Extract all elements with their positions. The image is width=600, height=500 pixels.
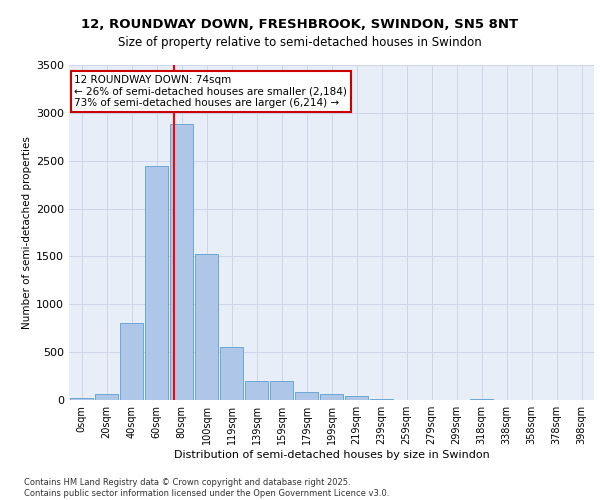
Bar [320, 394, 343, 400]
Text: 12, ROUNDWAY DOWN, FRESHBROOK, SWINDON, SN5 8NT: 12, ROUNDWAY DOWN, FRESHBROOK, SWINDON, … [82, 18, 518, 30]
X-axis label: Distribution of semi-detached houses by size in Swindon: Distribution of semi-detached houses by … [173, 450, 490, 460]
Bar [119, 324, 143, 400]
Bar [470, 399, 493, 400]
Bar [145, 166, 169, 400]
Bar [245, 381, 268, 400]
Bar [370, 398, 394, 400]
Y-axis label: Number of semi-detached properties: Number of semi-detached properties [22, 136, 32, 329]
Text: Size of property relative to semi-detached houses in Swindon: Size of property relative to semi-detach… [118, 36, 482, 49]
Text: Contains HM Land Registry data © Crown copyright and database right 2025.
Contai: Contains HM Land Registry data © Crown c… [24, 478, 389, 498]
Bar [170, 124, 193, 400]
Bar [70, 398, 94, 400]
Bar [220, 348, 244, 400]
Bar [194, 254, 218, 400]
Bar [295, 392, 319, 400]
Bar [269, 381, 293, 400]
Bar [344, 396, 368, 400]
Bar [95, 394, 118, 400]
Text: 12 ROUNDWAY DOWN: 74sqm
← 26% of semi-detached houses are smaller (2,184)
73% of: 12 ROUNDWAY DOWN: 74sqm ← 26% of semi-de… [74, 75, 347, 108]
